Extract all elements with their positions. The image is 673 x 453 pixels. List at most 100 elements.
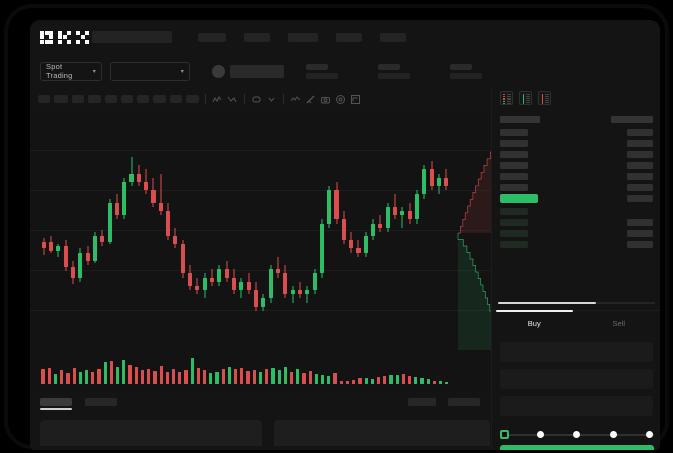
chart-type-chevron-icon[interactable] bbox=[266, 94, 277, 105]
volume-bar bbox=[277, 369, 281, 384]
candle bbox=[275, 110, 280, 350]
volume-bar bbox=[196, 367, 200, 384]
settings-icon[interactable] bbox=[335, 94, 346, 105]
pair-selector[interactable]: ▾ bbox=[110, 61, 190, 81]
tab-action-1[interactable] bbox=[408, 398, 436, 406]
tab-label: Sell bbox=[612, 319, 625, 328]
orderbook-price bbox=[500, 116, 540, 123]
compare-icon[interactable] bbox=[227, 94, 238, 105]
volume-bar bbox=[383, 376, 387, 384]
orderbook-bid-row[interactable] bbox=[492, 228, 660, 239]
slider-handle[interactable] bbox=[500, 430, 509, 439]
indicator-icon[interactable] bbox=[212, 94, 223, 105]
bottom-panel-right[interactable] bbox=[274, 420, 490, 446]
nav-items bbox=[198, 32, 406, 42]
slider-stop-50[interactable] bbox=[573, 431, 580, 438]
chevron-down-icon: ▾ bbox=[92, 68, 96, 75]
candle bbox=[136, 110, 141, 350]
orderbook-ask-row[interactable] bbox=[492, 171, 660, 182]
nav-item-4[interactable] bbox=[336, 32, 362, 42]
volume-bar bbox=[370, 378, 374, 384]
interval-pill-6[interactable] bbox=[121, 95, 133, 103]
volume-bar bbox=[308, 371, 312, 384]
candle bbox=[210, 110, 215, 350]
interval-pill-3[interactable] bbox=[72, 95, 84, 103]
nav-item-3[interactable] bbox=[288, 32, 318, 42]
interval-pill-1[interactable] bbox=[38, 95, 50, 103]
stat-value bbox=[450, 72, 482, 79]
okx-logo[interactable] bbox=[40, 30, 89, 44]
volume-bar bbox=[252, 369, 256, 384]
orderbook-scrollbar[interactable] bbox=[498, 302, 655, 304]
total-input[interactable] bbox=[500, 396, 653, 416]
candle bbox=[422, 110, 427, 350]
interval-pill-9[interactable] bbox=[170, 95, 182, 103]
candle bbox=[268, 110, 273, 350]
measure-icon[interactable] bbox=[305, 94, 316, 105]
interval-pill-8[interactable] bbox=[153, 95, 166, 103]
orderbook-view-bids-icon[interactable] bbox=[519, 91, 532, 105]
percent-slider[interactable] bbox=[500, 429, 654, 441]
volume-bar bbox=[302, 372, 306, 384]
nav-item-5[interactable] bbox=[380, 32, 406, 42]
orderbook-price bbox=[500, 208, 528, 215]
orderbook-ask-row[interactable] bbox=[492, 182, 660, 193]
candle bbox=[253, 110, 259, 350]
orderbook-last-price bbox=[492, 193, 660, 205]
price-input[interactable] bbox=[500, 342, 653, 362]
top-navbar bbox=[30, 20, 660, 54]
bottom-panel-left[interactable] bbox=[40, 420, 262, 446]
interval-pill-5[interactable] bbox=[105, 95, 117, 103]
slider-stop-25[interactable] bbox=[536, 431, 544, 438]
volume-bar bbox=[103, 362, 107, 384]
candle bbox=[224, 110, 229, 350]
tab-buy[interactable]: Buy bbox=[492, 310, 577, 336]
slider-stop-75[interactable] bbox=[609, 431, 617, 438]
candle bbox=[356, 110, 361, 350]
buy-submit-button[interactable] bbox=[500, 445, 654, 450]
volume-bar bbox=[128, 365, 132, 384]
tab-order-history[interactable] bbox=[85, 398, 117, 406]
nav-item-2[interactable] bbox=[244, 32, 270, 42]
interval-pill-7[interactable] bbox=[137, 95, 149, 103]
tab-open-orders[interactable] bbox=[40, 398, 72, 406]
candle bbox=[363, 110, 368, 350]
stat-label bbox=[306, 63, 328, 70]
orderbook-view-asks-icon[interactable] bbox=[538, 91, 551, 105]
interval-pill-2[interactable] bbox=[54, 95, 68, 103]
candle bbox=[122, 110, 127, 350]
volume-bar bbox=[321, 374, 325, 384]
orderbook-bid-row[interactable] bbox=[492, 217, 660, 228]
slider-stop-100[interactable] bbox=[646, 431, 653, 438]
line-chart-icon[interactable] bbox=[290, 94, 301, 105]
candle bbox=[305, 110, 310, 350]
market-type-selector[interactable]: Spot Trading ▾ bbox=[40, 61, 102, 81]
tab-sell[interactable]: Sell bbox=[577, 311, 661, 336]
orderbook-ask-row[interactable] bbox=[492, 160, 660, 171]
orderbook-ask-row[interactable] bbox=[492, 149, 660, 160]
orderbook-view-both-icon[interactable] bbox=[500, 91, 513, 105]
orderbook-amount bbox=[627, 173, 653, 180]
camera-icon[interactable] bbox=[320, 94, 331, 105]
alert-icon[interactable] bbox=[251, 94, 262, 105]
volume-bar bbox=[358, 378, 362, 384]
nav-item-1[interactable] bbox=[198, 32, 226, 42]
volume-bar bbox=[84, 370, 89, 384]
candle bbox=[283, 110, 288, 350]
orderbook-bid-row[interactable] bbox=[492, 206, 660, 217]
search-input[interactable] bbox=[92, 31, 172, 43]
interval-pill-10[interactable] bbox=[186, 95, 199, 103]
orderbook-ask-row[interactable] bbox=[492, 138, 660, 149]
candle bbox=[400, 110, 405, 350]
orderbook-amount bbox=[611, 116, 653, 123]
orderbook-ask-row[interactable] bbox=[492, 127, 660, 138]
fullscreen-icon[interactable] bbox=[350, 94, 361, 105]
amount-input[interactable] bbox=[500, 369, 653, 389]
tab-action-2[interactable] bbox=[448, 398, 480, 406]
orderbook-bid-row[interactable] bbox=[492, 239, 660, 250]
price-chart[interactable] bbox=[30, 110, 490, 350]
stat-value bbox=[378, 72, 410, 79]
candle bbox=[393, 110, 398, 350]
volume-bar bbox=[258, 372, 263, 384]
interval-pill-4[interactable] bbox=[88, 95, 101, 103]
